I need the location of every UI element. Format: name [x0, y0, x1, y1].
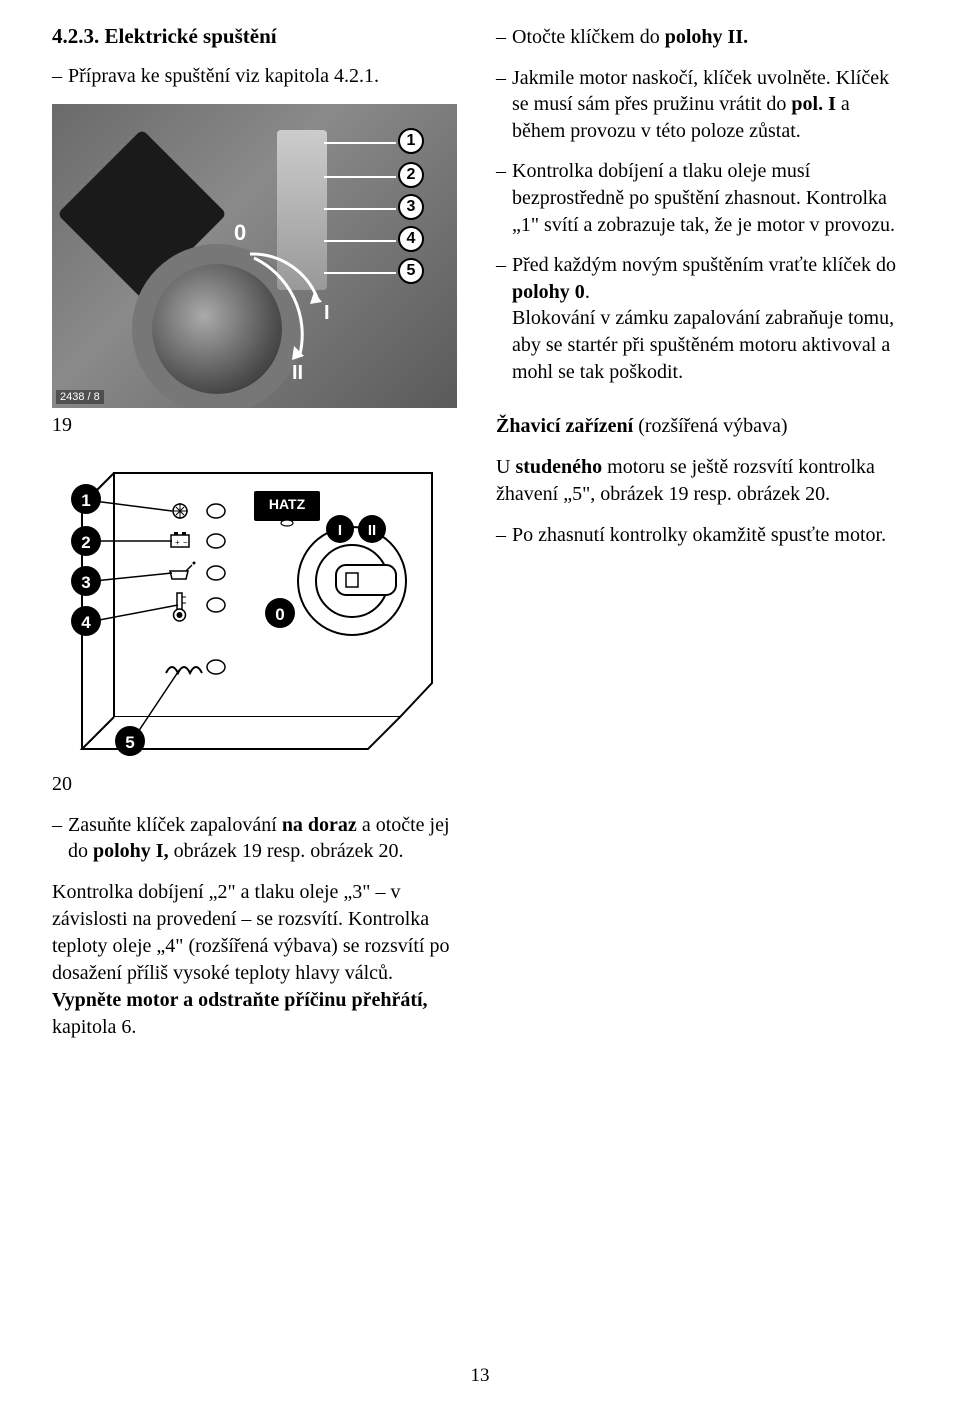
svg-text:HATZ: HATZ	[269, 496, 306, 512]
section-title-text: Elektrické spuštění	[105, 24, 277, 48]
left-column: 4.2.3. Elektrické spuštění – Příprava ke…	[52, 24, 460, 763]
text: Po zhasnutí kontrolky okamžitě spusťte m…	[512, 522, 908, 549]
rotation-arrow	[230, 244, 350, 374]
section-heading: 4.2.3. Elektrické spuštění	[52, 24, 460, 49]
svg-text:2: 2	[81, 533, 90, 552]
text: Jakmile motor naskočí, klíček uvolněte. …	[512, 65, 908, 145]
glow-paren: (rozšířená výbava)	[638, 415, 787, 437]
photo-code: 2438 / 8	[56, 390, 104, 404]
dash: –	[496, 522, 512, 549]
dash: –	[496, 24, 512, 51]
below-paragraph: Kontrolka dobíjení „2" a tlaku oleje „3"…	[52, 879, 460, 1041]
svg-text:5: 5	[125, 733, 134, 752]
svg-text:+: +	[175, 538, 180, 547]
leader-line	[324, 208, 396, 210]
glow-title: Žhavicí zařízení	[496, 415, 633, 437]
figure-19-photo: 1 2 3 4 5 0 I II 2438 / 8	[52, 104, 457, 408]
callout-4: 4	[398, 226, 424, 252]
right-item-2: – Jakmile motor naskočí, klíček uvolněte…	[496, 65, 908, 145]
figure-20-diagram: HATZ I II 0	[52, 453, 457, 757]
svg-text:4: 4	[81, 613, 91, 632]
glow-heading: Žhavicí zařízení (rozšířená výbava)	[496, 413, 908, 440]
below-item-1: – Zasuňte klíček zapalování na doraz a o…	[52, 812, 460, 865]
two-column-layout: 4.2.3. Elektrické spuštění – Příprava ke…	[52, 24, 908, 763]
figure-20-number: 20	[52, 773, 460, 796]
leader-line	[324, 240, 396, 242]
section-number: 4.2.3.	[52, 24, 99, 48]
right-item-1: – Otočte klíčkem do polohy II.	[496, 24, 908, 51]
leader-line	[324, 142, 396, 144]
svg-text:1: 1	[81, 491, 90, 510]
leader-line	[324, 176, 396, 178]
callout-1: 1	[398, 128, 424, 154]
callout-5: 5	[398, 258, 424, 284]
svg-text:I: I	[338, 522, 342, 539]
right-item-4: – Před každým novým spuštěním vraťte klí…	[496, 252, 908, 385]
svg-text:3: 3	[81, 573, 90, 592]
text: Kontrolka dobíjení a tlaku oleje musí be…	[512, 158, 908, 238]
svg-text:−: −	[183, 538, 188, 547]
callout-2: 2	[398, 162, 424, 188]
svg-text:II: II	[368, 522, 376, 539]
text: Otočte klíčkem do polohy II.	[512, 24, 908, 51]
intro-line: – Příprava ke spuštění viz kapitola 4.2.…	[52, 63, 460, 90]
callout-3: 3	[398, 194, 424, 220]
dash: –	[496, 252, 512, 385]
dash: –	[52, 63, 68, 90]
page-number: 13	[0, 1365, 960, 1387]
dash: –	[496, 158, 512, 238]
right-item-3: – Kontrolka dobíjení a tlaku oleje musí …	[496, 158, 908, 238]
intro-text: Příprava ke spuštění viz kapitola 4.2.1.	[68, 63, 460, 90]
glow-text: U studeného motoru se ještě rozsvítí kon…	[496, 454, 908, 508]
figure-19-number: 19	[52, 414, 460, 437]
position-0: 0	[234, 220, 246, 246]
text: Před každým novým spuštěním vraťte klíče…	[512, 252, 908, 385]
below-left-block: 20 – Zasuňte klíček zapalování na doraz …	[52, 773, 460, 1041]
right-column: – Otočte klíčkem do polohy II. – Jakmile…	[496, 24, 908, 763]
svg-text:0: 0	[275, 605, 284, 624]
dash: –	[52, 812, 68, 865]
dash: –	[496, 65, 512, 145]
text: Zasuňte klíček zapalování na doraz a oto…	[68, 812, 460, 865]
glow-item: – Po zhasnutí kontrolky okamžitě spusťte…	[496, 522, 908, 549]
